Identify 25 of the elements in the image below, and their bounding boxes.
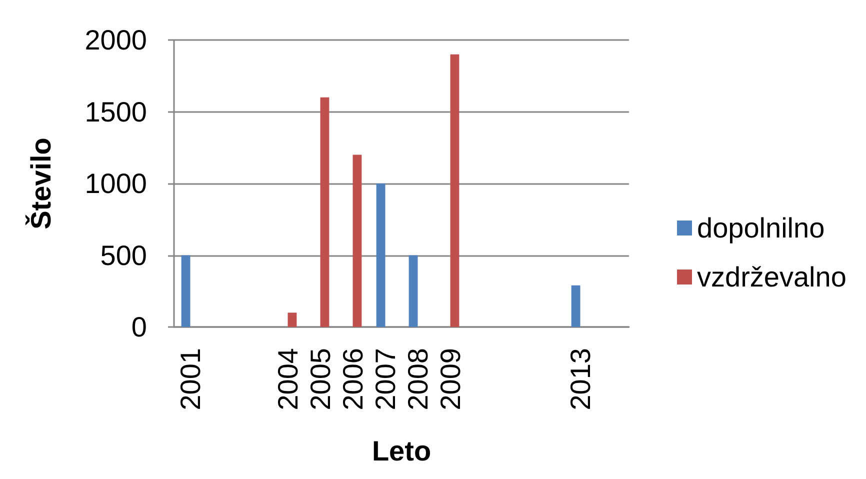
bar <box>352 154 362 327</box>
x-tick-label: 2013 <box>564 348 596 410</box>
bar <box>408 255 418 327</box>
x-tick-label: 2005 <box>304 348 336 410</box>
bar <box>571 285 580 327</box>
bar <box>320 97 330 327</box>
y-tick-label: 1500 <box>84 96 147 128</box>
legend-label: dopolnilno <box>697 212 825 244</box>
bar <box>376 184 386 327</box>
bar <box>288 312 297 327</box>
x-tick-label: 2006 <box>337 348 368 410</box>
x-tick-label: 2009 <box>434 348 466 410</box>
x-tick-label: 2007 <box>370 348 401 410</box>
y-tick-label: 500 <box>100 240 147 271</box>
x-tick-label: 2004 <box>272 348 304 410</box>
legend-label: vzdrževalno <box>697 262 846 292</box>
bar <box>450 54 460 327</box>
y-axis-title: Število <box>24 138 56 230</box>
bar <box>181 255 190 327</box>
y-tick-label: 0 <box>131 312 147 342</box>
x-tick-label: 2008 <box>402 348 434 410</box>
x-axis-title: Leto <box>372 436 432 466</box>
y-tick-label: 2000 <box>84 24 147 56</box>
x-tick-label: 2001 <box>174 348 206 410</box>
y-tick-label: 1000 <box>84 168 147 199</box>
